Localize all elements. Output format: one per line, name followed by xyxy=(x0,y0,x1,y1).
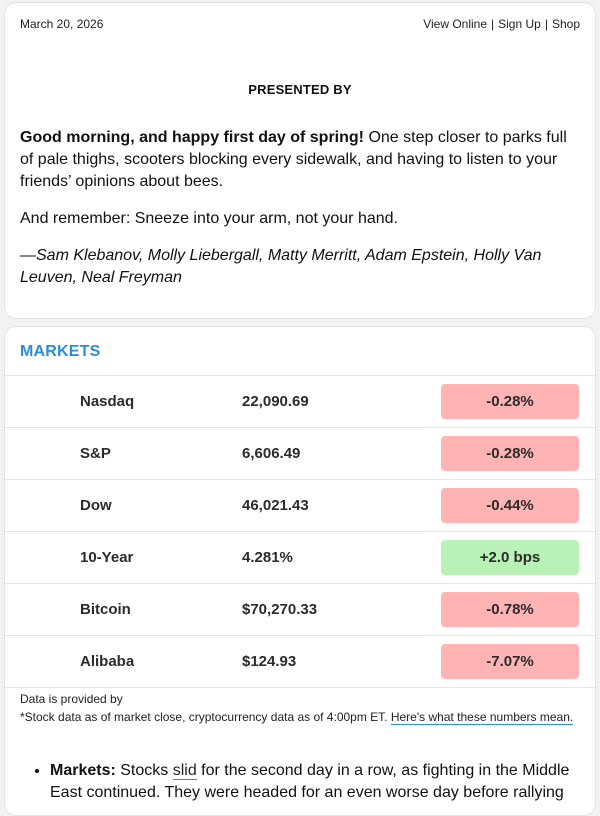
ticker-name: Dow xyxy=(80,497,112,514)
change-badge: -0.78% xyxy=(441,592,579,627)
ticker-name: Nasdaq xyxy=(80,393,135,410)
intro-card: March 20, 2026 View Online | Sign Up | Shop … xyxy=(4,2,596,319)
table-row: Dow 46,021.43 -0.44% xyxy=(5,480,595,532)
data-footnote: Data is provided by *Stock data as of ma… xyxy=(20,690,580,726)
change-badge: +2.0 bps xyxy=(441,540,579,575)
intro-text: Good morning, and happy first day of spr… xyxy=(20,127,577,304)
greeting-body: One step closer to parks full of pale th… xyxy=(20,129,567,190)
ticker-value: 6,606.49 xyxy=(242,445,301,462)
link-separator: | xyxy=(544,17,548,31)
slid-link[interactable]: slid xyxy=(172,762,197,780)
reminder-paragraph: And remember: Sneeze into your arm, not … xyxy=(20,210,398,227)
markets-table: Nasdaq 22,090.69 -0.28% S&P 6,606.49 -0.… xyxy=(5,375,595,688)
change-badge: -0.28% xyxy=(441,436,579,471)
ticker-name: Alibaba xyxy=(80,653,135,670)
change-badge: -0.44% xyxy=(441,488,579,523)
signoff-paragraph: —Sam Klebanov, Molly Liebergall, Matty M… xyxy=(20,247,542,286)
ticker-name: 10-Year xyxy=(80,549,134,566)
bullet-pre: Stocks xyxy=(115,762,173,779)
disclaimer-text: *Stock data as of market close, cryptocu… xyxy=(20,708,580,726)
greeting-lead: Good morning, and happy first day of spr… xyxy=(20,129,364,146)
ticker-value: $70,270.33 xyxy=(242,601,318,618)
disclaimer-body: *Stock data as of market close, cryptocu… xyxy=(20,710,391,724)
numbers-explainer-link[interactable]: Here's what these numbers mean. xyxy=(390,710,574,725)
issue-date: March 20, 2026 xyxy=(20,17,104,31)
change-badge: -7.07% xyxy=(441,644,579,679)
markets-title: MARKETS xyxy=(20,343,101,360)
presented-by-label: PRESENTED BY xyxy=(248,82,352,97)
greeting-paragraph: Good morning, and happy first day of spr… xyxy=(20,127,577,193)
table-row: 10-Year 4.281% +2.0 bps xyxy=(5,532,595,584)
ticker-value: $124.93 xyxy=(242,653,297,670)
bullet-post: for the second day in a row, as fighting… xyxy=(50,762,570,801)
top-bar: March 20, 2026 View Online | Sign Up | Shop xyxy=(20,17,580,31)
table-row: Alibaba $124.93 -7.07% xyxy=(5,636,595,688)
ticker-name: S&P xyxy=(80,445,111,462)
change-badge: -0.28% xyxy=(441,384,579,419)
ticker-value: 4.281% xyxy=(242,549,293,566)
bullet-lead: Markets: xyxy=(50,762,116,779)
market-bullets: Markets: Stocks slid for the second day … xyxy=(20,760,571,804)
table-row: Nasdaq 22,090.69 -0.28% xyxy=(5,376,595,428)
table-row: Bitcoin $70,270.33 -0.78% xyxy=(5,584,595,636)
ticker-value: 22,090.69 xyxy=(242,393,309,410)
header-links: View Online | Sign Up | Shop xyxy=(423,17,580,31)
sign-up-link[interactable]: Sign Up xyxy=(498,17,541,31)
markets-card: MARKETS Nasdaq 22,090.69 -0.28% S&P 6,60… xyxy=(4,326,596,816)
link-separator: | xyxy=(491,17,495,31)
shop-link[interactable]: Shop xyxy=(551,17,580,31)
ticker-value: 46,021.43 xyxy=(242,497,309,514)
view-online-link[interactable]: View Online xyxy=(423,17,488,31)
table-row: S&P 6,606.49 -0.28% xyxy=(5,428,595,480)
ticker-name: Bitcoin xyxy=(80,601,131,618)
data-provider-label: Data is provided by xyxy=(20,692,123,706)
list-item: Markets: Stocks slid for the second day … xyxy=(50,760,571,804)
